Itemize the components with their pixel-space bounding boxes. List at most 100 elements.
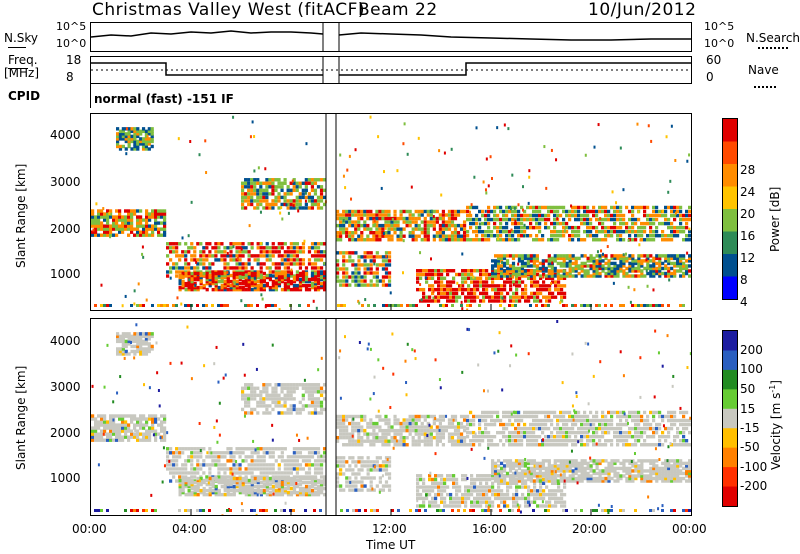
velocity-ytick-2000: 2000: [50, 426, 81, 440]
heatmap-cell: [535, 213, 539, 218]
heatmap-cell: [649, 229, 653, 234]
heatmap-cell: [339, 435, 343, 440]
heatmap-cell: [211, 273, 215, 278]
heatmap-cell: [610, 254, 614, 258]
heatmap-cell: [232, 478, 236, 483]
heatmap-cell: [205, 242, 209, 246]
heatmap-cell: [551, 481, 555, 486]
heatmap-cell: [556, 221, 560, 226]
heatmap-cell: [304, 206, 308, 210]
heatmap-cell: [199, 476, 203, 481]
speckle-cell: [450, 147, 453, 151]
heatmap-cell: [381, 443, 385, 447]
heatmap-cell: [354, 480, 358, 484]
heatmap-cell: [313, 246, 318, 250]
speckle-cell: [251, 120, 254, 124]
heatmap-cell: [375, 464, 379, 468]
heatmap-cell: [649, 259, 653, 263]
heatmap-cell: [437, 284, 441, 288]
heatmap-cell: [280, 246, 284, 250]
heatmap-cell: [545, 299, 549, 303]
heatmap-cell: [518, 496, 522, 501]
heatmap-cell: [568, 234, 572, 238]
heatmap-cell: [485, 496, 489, 501]
heatmap-cell: [100, 429, 104, 433]
heatmap-cell: [295, 250, 300, 254]
heatmap-cell: [655, 213, 659, 218]
heatmap-cell: [268, 476, 273, 481]
heatmap-cell: [130, 139, 134, 144]
speckle-cell: [385, 254, 388, 258]
heatmap-cell: [667, 225, 671, 230]
heatmap-cell: [417, 213, 421, 217]
heatmap-cell: [479, 481, 483, 486]
heatmap-cell: [235, 447, 239, 451]
heatmap-cell: [205, 463, 209, 467]
heatmap-cell: [688, 264, 691, 268]
heatmap-cell: [488, 496, 492, 501]
heatmap-cell: [187, 273, 191, 278]
heatmap-cell: [378, 234, 382, 238]
heatmap-cell: [396, 227, 400, 231]
heatmap-cell: [145, 221, 149, 225]
heatmap-cell: [256, 455, 260, 459]
ground-cell: [595, 304, 598, 307]
heatmap-cell: [310, 273, 315, 278]
heatmap-cell: [241, 447, 245, 451]
heatmap-cell: [464, 504, 468, 508]
heatmap-cell: [133, 414, 137, 418]
heatmap-cell: [345, 230, 349, 235]
speckle-cell: [633, 288, 636, 292]
heatmap-cell: [535, 266, 539, 271]
heatmap-cell: [466, 443, 470, 447]
heatmap-cell: [437, 287, 441, 292]
heatmap-cell: [542, 295, 546, 299]
ground-cell: [652, 304, 655, 307]
speckle-cell: [460, 300, 463, 304]
heatmap-cell: [208, 273, 212, 278]
heatmap-cell: [479, 291, 483, 296]
heatmap-cell: [220, 258, 224, 262]
heatmap-cell: [532, 225, 536, 230]
heatmap-cell: [241, 476, 245, 481]
heatmap-cell: [419, 504, 423, 508]
heatmap-cell: [405, 421, 409, 426]
heatmap-cell: [280, 476, 285, 481]
speckle-cell: [512, 275, 515, 279]
heatmap-cell: [271, 199, 275, 203]
heatmap-cell: [526, 217, 530, 222]
heatmap-cell: [437, 489, 441, 493]
heatmap-cell: [116, 139, 120, 144]
heatmap-cell: [679, 213, 683, 218]
heatmap-cell: [372, 488, 376, 492]
heatmap-cell: [348, 275, 352, 279]
speckle-cell: [374, 223, 377, 227]
heatmap-cell: [670, 274, 674, 278]
heatmap-cell: [244, 393, 248, 398]
heatmap-cell: [211, 281, 215, 286]
heatmap-cell: [557, 287, 561, 292]
heatmap-cell: [521, 485, 525, 489]
heatmap-cell: [428, 269, 432, 273]
heatmap-cell: [250, 475, 254, 479]
heatmap-cell: [493, 209, 497, 214]
heatmap-cell: [497, 276, 501, 281]
heatmap-cell: [405, 220, 409, 224]
speckle-cell: [512, 283, 515, 287]
heatmap-cell: [154, 420, 158, 424]
heatmap-cell: [360, 414, 364, 419]
heatmap-cell: [613, 225, 617, 230]
heatmap-cell: [351, 234, 355, 238]
heatmap-cell: [271, 451, 275, 455]
heatmap-cell: [520, 271, 525, 276]
heatmap-cell: [494, 287, 498, 292]
heatmap-cell: [523, 264, 528, 268]
heatmap-cell: [670, 229, 674, 234]
heatmap-cell: [426, 443, 430, 447]
speckle-cell: [627, 285, 630, 289]
heatmap-cell: [265, 266, 269, 270]
heatmap-cell: [265, 492, 269, 497]
heatmap-cell: [307, 383, 311, 387]
heatmap-cell: [301, 192, 305, 196]
heatmap-cell: [402, 435, 406, 440]
